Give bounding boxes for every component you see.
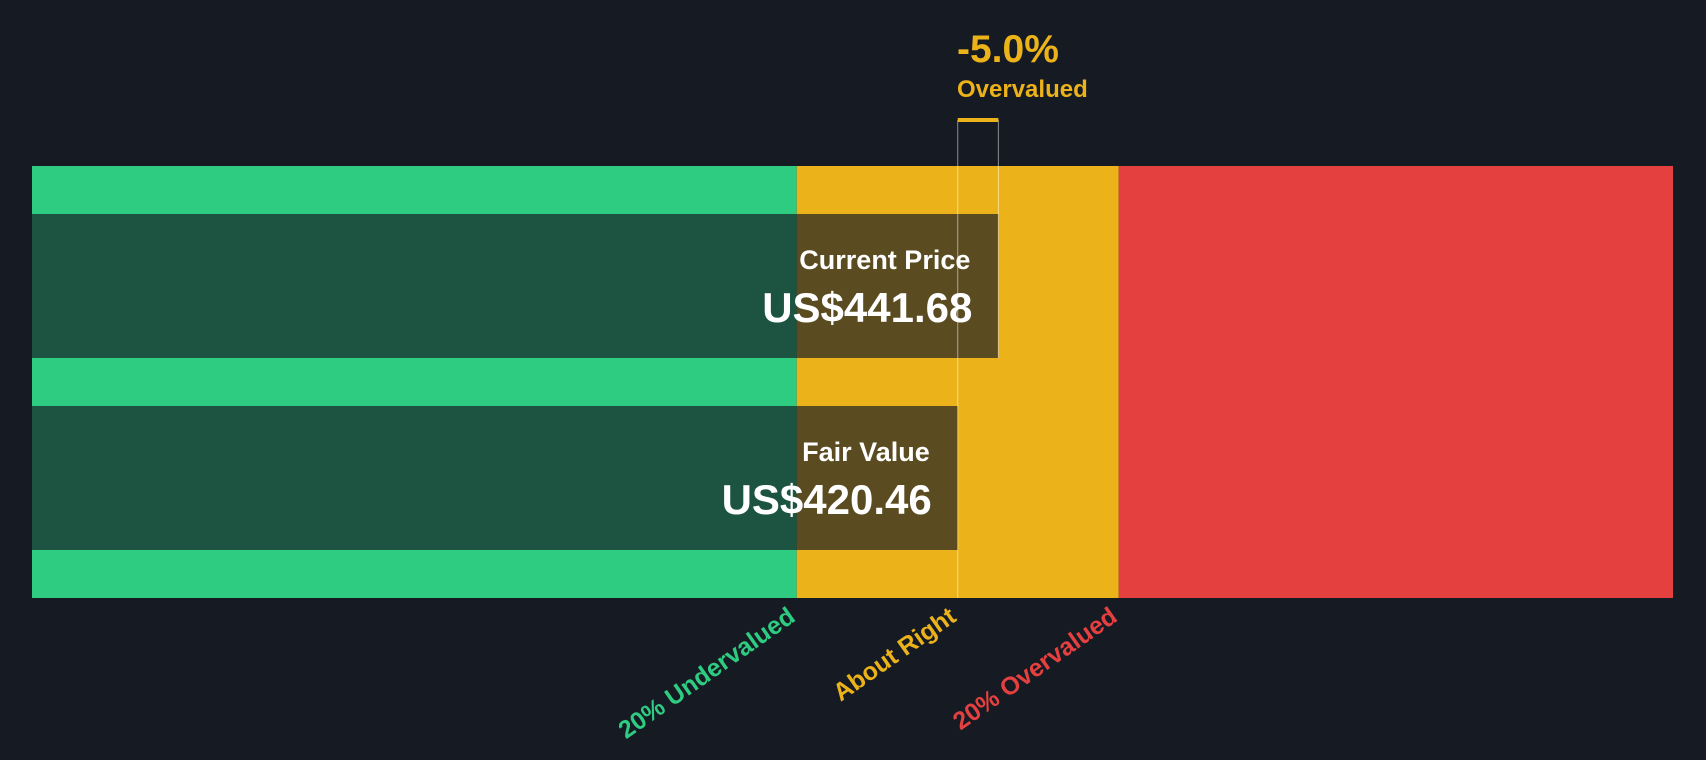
x-tick-label: About Right [828,602,962,707]
bar-category: Current Price [799,245,970,275]
bar-category: Fair Value [802,437,930,467]
annotation-text: Overvalued [957,76,1088,103]
bar [32,406,958,550]
bar-value-label: US$420.46 [722,476,932,523]
x-tick-label: 20% Overvalued [948,602,1122,736]
zone [1118,166,1673,598]
x-tick-label: 20% Undervalued [613,602,800,744]
annotation-value: -5.0% [957,28,1059,71]
bar-value-label: US$441.68 [762,284,972,331]
bar [32,214,999,358]
